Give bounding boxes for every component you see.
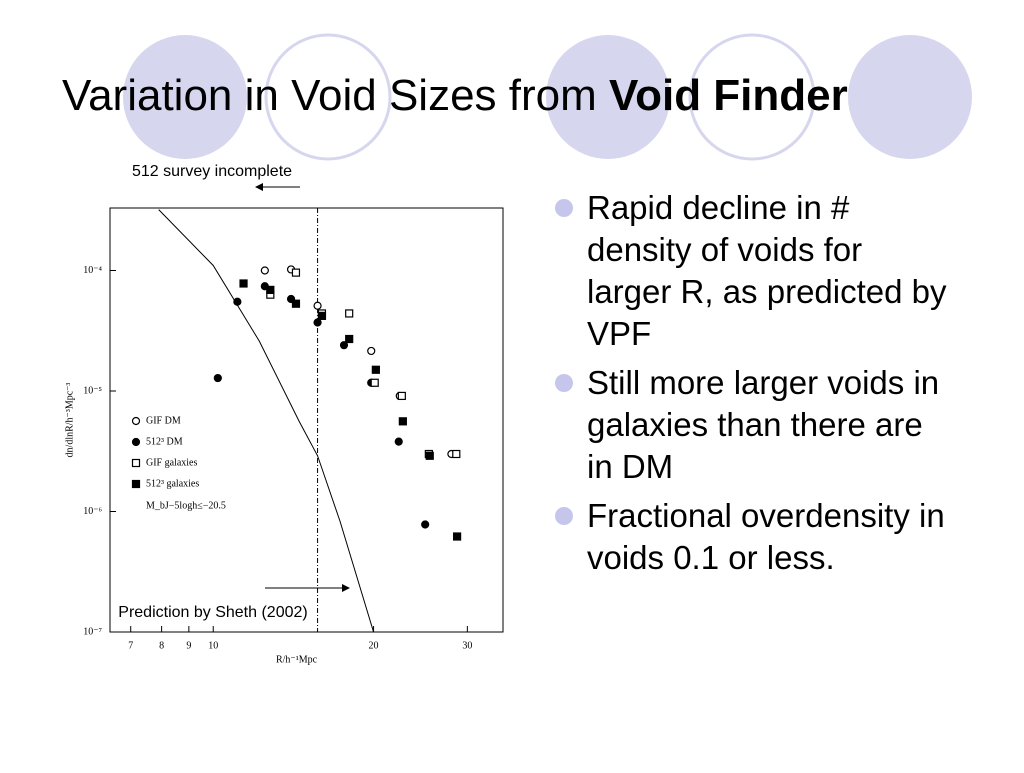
legend-note: M_bJ−5logh≤−20.5 — [146, 500, 226, 511]
point — [425, 451, 434, 460]
y-tick-label: 10⁻⁴ — [83, 265, 102, 276]
x-tick-label: 8 — [159, 640, 164, 651]
bullet-dot — [555, 507, 573, 525]
legend-label: GIF galaxies — [146, 457, 197, 468]
point — [367, 346, 376, 356]
point — [452, 532, 462, 541]
x-tick-label: 20 — [369, 640, 379, 651]
point — [371, 365, 380, 374]
point — [345, 334, 354, 344]
title-text: Variation in Void Sizes from — [62, 71, 597, 120]
bullet-dot — [555, 199, 573, 217]
point — [213, 373, 222, 383]
point — [317, 311, 327, 320]
point — [452, 449, 461, 459]
x-tick-label: 30 — [462, 640, 472, 651]
x-tick-label: 10 — [208, 640, 218, 651]
bullet-text: Fractional overdensity in voids 0.1 or le… — [587, 497, 945, 576]
point — [239, 279, 248, 288]
bullets: Rapid decline in # density of voids for la… — [555, 189, 947, 576]
point — [397, 391, 406, 401]
annotation: 512 survey incomplete — [132, 163, 292, 180]
point — [291, 268, 301, 277]
point — [394, 437, 403, 446]
title: Variation in Void Sizes from Void Finder — [62, 71, 848, 120]
bullet-text: Rapid decline in # density of voids for la… — [587, 189, 947, 352]
point — [260, 266, 269, 275]
point — [266, 285, 275, 295]
plot-frame — [109, 207, 504, 633]
point — [291, 299, 301, 308]
legend-label: 512³ galaxies — [146, 478, 199, 489]
title-bold: Void Finder — [609, 71, 848, 120]
x-tick-label: 9 — [186, 640, 191, 651]
point — [131, 458, 141, 468]
point — [233, 297, 242, 306]
point — [345, 309, 354, 318]
y-tick-label: 10⁻⁶ — [83, 506, 102, 517]
bullet-dot — [555, 374, 573, 392]
annotation: Prediction by Sheth (2002) — [118, 604, 307, 621]
plot: 7 8 9 10 20 30 10⁻⁴ 10⁻⁵ 10⁻⁶ 10⁻⁷ R/h⁻¹Mpc dn/dlnR… — [64, 163, 504, 665]
point — [131, 437, 141, 447]
point — [398, 417, 407, 426]
point — [131, 416, 141, 426]
point — [313, 318, 322, 327]
x-axis-label: R/h⁻¹Mpc — [276, 654, 318, 665]
point — [421, 520, 430, 529]
y-tick-label: 10⁻⁷ — [83, 626, 102, 637]
arrowhead — [255, 183, 263, 191]
y-tick-label: 10⁻⁵ — [83, 385, 102, 396]
legend-label: 512³ DM — [146, 436, 183, 447]
point — [131, 479, 141, 489]
decor — [123, 33, 972, 161]
x-tick-label: 7 — [128, 640, 133, 651]
point — [313, 301, 322, 310]
bullet-text: Still more larger voids in galaxies than … — [587, 364, 939, 485]
legend-label: GIF DM — [146, 415, 181, 426]
prediction-curve — [158, 209, 375, 633]
point — [370, 378, 379, 387]
arrowhead — [342, 584, 350, 592]
y-axis-label: dn/dlnR/h⁻³Mpc⁻³ — [64, 383, 75, 458]
point — [339, 341, 349, 350]
